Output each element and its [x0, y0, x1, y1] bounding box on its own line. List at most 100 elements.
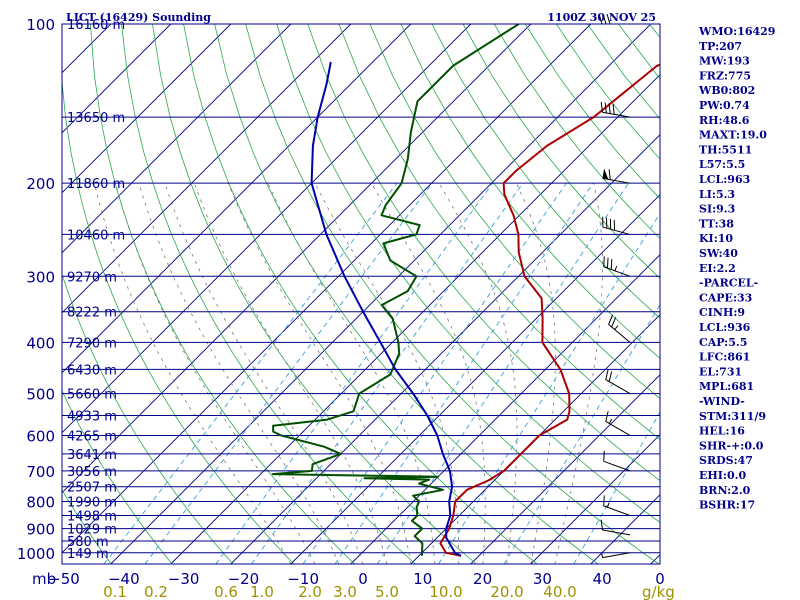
- index-value: TP:207: [699, 40, 742, 53]
- dewpoint-trace: [271, 24, 520, 556]
- axis-labels: 16160 m 13650 m 11860 m 10460 m 9270 m 8222 m…: [17, 16, 675, 600]
- index-value: RH:48.6: [699, 114, 750, 127]
- moist-adiabat-line: [227, 183, 412, 564]
- index-value: MPL:681: [699, 380, 754, 393]
- index-value: KI:10: [699, 232, 733, 245]
- height-label: 6430 m: [67, 363, 117, 378]
- moist-adiabat-line: [138, 183, 340, 564]
- index-value: LCL:936: [699, 321, 751, 334]
- height-label: 16160 m: [67, 18, 125, 33]
- dry-adiabat-line: [431, 24, 660, 319]
- index-value: WMO:16429: [698, 25, 775, 38]
- mixing-ratio-tick-label: 10.0: [429, 583, 462, 600]
- height-label: 5660 m: [67, 388, 117, 403]
- mixing-ratio-tick-label: 0.2: [144, 583, 168, 600]
- dry-adiabat-line: [62, 389, 173, 564]
- mixing-ratio-line: [438, 212, 660, 564]
- isotherm-line: [62, 24, 592, 554]
- parcel-trace: [310, 61, 462, 557]
- mixing-ratio-tick-label: 0.6: [214, 583, 238, 600]
- index-value: LCL:963: [699, 173, 750, 186]
- dry-adiabat-line: [462, 24, 660, 279]
- temperature-tick-label: −40: [108, 570, 140, 588]
- index-value: SI:9.3: [699, 203, 735, 216]
- wind-barb: [600, 519, 631, 536]
- moist-adiabat-line: [164, 183, 364, 564]
- temperature-trace: [439, 63, 660, 557]
- temperature-tick-label: 30: [533, 570, 552, 588]
- pressure-tick-label: 700: [26, 463, 55, 481]
- pressure-lines: [62, 24, 660, 554]
- pressure-tick-label: 500: [26, 386, 55, 404]
- isotherm-line: [62, 24, 412, 374]
- height-label: 1990 m: [67, 496, 117, 511]
- temperature-tick-label: −50: [48, 570, 80, 588]
- isotherm-line: [62, 24, 532, 494]
- temperature-tick-label: 10: [413, 570, 432, 588]
- isotherm-line: [62, 24, 232, 194]
- mixing-ratio-tick-label: 5.0: [375, 583, 399, 600]
- dry-adiabat-line: [214, 24, 599, 564]
- height-label: 13650 m: [67, 111, 125, 126]
- moist-adiabat-line: [516, 183, 556, 564]
- sounding-time: 1100Z 30 NOV 25: [547, 11, 656, 24]
- index-value: L57:5.5: [699, 158, 745, 171]
- plot-frame: [61, 23, 661, 565]
- index-value: STM:311/9: [699, 410, 766, 423]
- index-value: CAP:5.5: [699, 336, 747, 349]
- mixing-ratio-line: [573, 411, 660, 564]
- pressure-tick-label: 800: [26, 494, 55, 512]
- isotherm-line: [470, 374, 660, 564]
- temperature-tick-label: −20: [228, 570, 260, 588]
- wind-barb: [601, 552, 631, 559]
- index-value: LFC:861: [699, 351, 750, 364]
- isotherm-line: [62, 24, 172, 134]
- pressure-tick-label: 100: [26, 16, 55, 34]
- wind-barbs: [598, 13, 631, 559]
- dry-adiabat-line: [121, 24, 416, 564]
- index-value: EHI:0.0: [699, 469, 746, 482]
- index-value: EL:731: [699, 365, 742, 378]
- index-value: TT:38: [699, 217, 734, 230]
- index-value: -PARCEL-: [699, 277, 758, 290]
- mixing-ratio-unit-label: g/kg: [642, 583, 675, 600]
- index-value: SW:40: [699, 247, 738, 260]
- index-value: WB0:802: [698, 84, 755, 97]
- height-label: 3641 m: [67, 448, 117, 463]
- index-value: MAXT:19.0: [699, 129, 767, 142]
- index-value: FRZ:775: [699, 69, 751, 82]
- wind-barb: [602, 216, 631, 235]
- index-value: CAPE:33: [699, 291, 752, 304]
- mixing-ratio-tick-label: 2.0: [298, 583, 322, 600]
- pressure-tick-label: 400: [26, 334, 55, 352]
- index-value: EI:2.2: [699, 262, 736, 275]
- pressure-tick-label: 1000: [17, 545, 55, 563]
- height-label: 4265 m: [67, 429, 117, 444]
- mixing-ratio-tick-label: 40.0: [543, 583, 576, 600]
- dry-adiabat-line: [183, 24, 538, 564]
- height-label: 7290 m: [67, 336, 117, 351]
- index-value: TH:5511: [699, 143, 752, 156]
- height-label: 2507 m: [67, 481, 117, 496]
- isotherm-line: [62, 24, 292, 254]
- dry-adiabat-line: [62, 272, 234, 564]
- dry-adiabat-line: [276, 24, 660, 523]
- dry-adiabat-line: [338, 24, 660, 440]
- height-label: 8222 m: [67, 306, 117, 321]
- mixing-ratio-line: [215, 182, 493, 564]
- index-value: HEL:16: [699, 425, 745, 438]
- height-label: 149 m: [67, 547, 109, 562]
- wind-barb: [605, 369, 631, 395]
- index-value: MW:193: [699, 55, 750, 68]
- height-label: 580 m: [67, 535, 109, 550]
- mixing-ratio-tick-label: 20.0: [490, 583, 523, 600]
- height-label: 1029 m: [67, 523, 117, 538]
- dry-adiabat-line: [62, 489, 112, 564]
- isotherm-line: [530, 434, 660, 564]
- dry-adiabat-line: [62, 78, 295, 564]
- height-label: 9270 m: [67, 270, 117, 285]
- height-label: 4933 m: [67, 410, 117, 425]
